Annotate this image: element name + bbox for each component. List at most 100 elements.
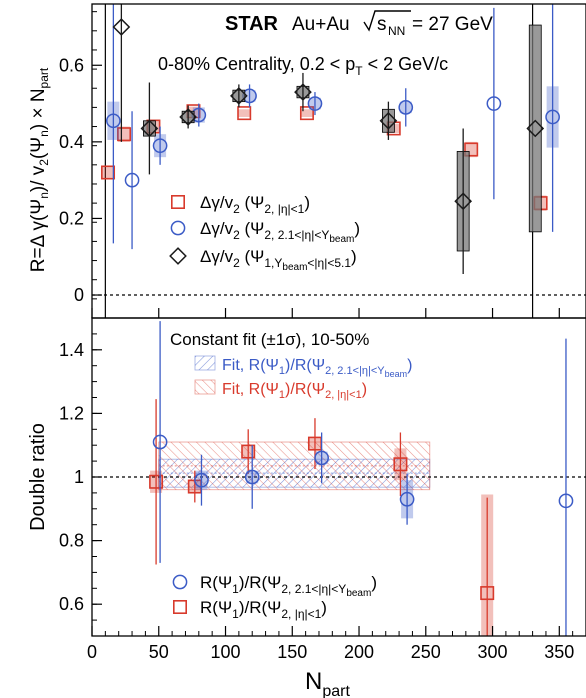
data-point <box>393 432 408 497</box>
diamond-marker <box>179 108 197 126</box>
diamond-marker <box>526 119 545 138</box>
legend-entry: Δγ/v2 (Ψ2, 2.1<|η|<Ybeam) <box>170 219 360 245</box>
fit-legend-entry: Fit, R(Ψ1)/R(Ψ2, |η|<1) <box>194 379 367 401</box>
data-point <box>314 432 329 484</box>
square-marker <box>237 106 252 121</box>
systematic-box <box>300 109 313 117</box>
diamond-marker <box>112 18 131 36</box>
x-axis: 0 50 100 150 200 250 300 350 <box>87 626 574 662</box>
energy-s: s <box>377 14 387 35</box>
diamond-marker <box>294 83 312 101</box>
square-legend-marker <box>173 599 188 614</box>
circle-marker <box>106 113 121 129</box>
data-point <box>480 494 495 636</box>
data-point <box>149 399 164 565</box>
data-point <box>106 4 121 244</box>
x-tick-label: 0 <box>87 642 97 662</box>
circle-legend-marker <box>170 220 186 236</box>
top-panel-frame <box>91 3 586 319</box>
y-tick-label: 0.6 <box>59 55 84 75</box>
data-point <box>152 126 168 165</box>
data-point <box>454 128 473 274</box>
diamond-marker <box>454 192 473 211</box>
legend-entry: R(Ψ1)/R(Ψ2, 2.1<|η|<Ybeam) <box>172 573 377 599</box>
bottom-panel: 0.6 0.8 1 1.2 1.4 0 50 100 150 200 250 300 350 Cons… <box>59 317 586 662</box>
data-point <box>486 7 502 200</box>
x-tick-label: 300 <box>478 642 508 662</box>
header-energy: s NN = 27 GeV <box>363 10 493 38</box>
data-point <box>545 4 560 232</box>
data-point <box>230 84 248 108</box>
data-point <box>307 92 323 116</box>
x-tick-label: 350 <box>544 642 574 662</box>
circle-legend-marker <box>172 574 188 590</box>
legend-entry: Δγ/v2 (Ψ1,Ybeam<|η|<5.1) <box>169 247 357 273</box>
fit-legend-swatch <box>194 355 216 371</box>
square-marker <box>241 444 256 459</box>
y-tick-label: 0 <box>74 285 84 305</box>
legend-label: Δγ/v2 (Ψ2, 2.1<|η|<Ybeam) <box>200 219 360 245</box>
x-tick-label: 50 <box>149 642 169 662</box>
circle-marker <box>152 138 168 154</box>
header-experiment: STAR <box>225 13 279 35</box>
x-axis-title: Npart <box>305 668 350 698</box>
circle-marker <box>124 172 140 188</box>
top-plot-area <box>92 4 586 318</box>
legend-label: Δγ/v2 (Ψ1,Ybeam<|η|<5.1) <box>200 247 357 273</box>
y-tick-label: 0.4 <box>59 132 84 152</box>
bottom-y-axis-title: Double ratio <box>27 423 49 531</box>
legend-label: R(Ψ1)/R(Ψ2, |η|<1) <box>200 598 327 621</box>
square-marker <box>117 127 132 142</box>
circle-marker <box>244 469 260 485</box>
data-point <box>124 111 140 250</box>
data-point <box>237 106 252 121</box>
fit-legend-label: Fit, R(Ψ1)/R(Ψ2, 2.1<|η|<Ybeam) <box>222 357 412 379</box>
header-system: Au+Au <box>292 14 350 35</box>
square-marker <box>299 106 314 121</box>
bottom-y-axis: 0.6 0.8 1 1.2 1.4 <box>59 333 102 621</box>
data-point <box>294 72 312 112</box>
y-tick-label: 0.6 <box>59 594 84 614</box>
y-tick-label: 1.2 <box>59 403 84 423</box>
top-panel: 0 0.2 0.4 0.6 STAR Au+Au s NN = 27 GeV 0-80… <box>59 3 586 319</box>
diamond-marker <box>379 111 398 130</box>
header-energy-eq: = 27 GeV <box>412 14 493 35</box>
circle-marker <box>545 109 560 125</box>
data-point <box>194 454 209 506</box>
bottom-legend: R(Ψ1)/R(Ψ2, 2.1<|η|<Ybeam)R(Ψ1)/R(Ψ2, |η… <box>172 573 377 621</box>
x-tick-label: 100 <box>210 642 240 662</box>
diamond-legend-marker <box>169 247 187 265</box>
data-point <box>112 4 131 142</box>
square-marker <box>464 142 479 157</box>
data-point <box>299 106 314 121</box>
systematic-box <box>238 109 251 117</box>
circle-marker <box>307 96 323 111</box>
y-tick-label: 0.8 <box>59 531 84 551</box>
circle-marker <box>398 100 414 115</box>
data-point <box>399 473 415 525</box>
header-centrality-text: 0-80% Centrality, 0.2 < pT < 2 GeV/c <box>158 54 448 78</box>
top-y-axis: 0 0.2 0.4 0.6 <box>59 11 560 318</box>
y-tick-label: 0.2 <box>59 208 84 228</box>
data-point <box>241 429 256 474</box>
top-legend: Δγ/v2 (Ψ2, |η|<1) Δγ/v2 (Ψ2, 2.1<|η|<Ybea… <box>169 193 360 273</box>
systematic-box <box>528 24 542 233</box>
circle-marker <box>558 493 574 509</box>
circle-marker <box>152 434 168 450</box>
x-tick-label: 200 <box>344 642 374 662</box>
systematic-box <box>102 165 115 180</box>
square-marker <box>393 457 408 472</box>
fit-title: Constant fit (±1σ), 10-50% <box>170 330 369 349</box>
fit-bands <box>158 441 431 491</box>
header-centrality: 0-80% Centrality, 0.2 < pT < 2 GeV/c <box>158 54 448 78</box>
header-energy-sub: NN <box>388 24 405 38</box>
chart-header: STAR Au+Au s NN = 27 GeV 0-80% Centralit… <box>158 10 493 78</box>
data-point <box>558 338 574 636</box>
top-y-axis-title: R=Δ γ(Ψn)/ v2(Ψn) × Npart <box>28 67 51 272</box>
x-tick-label: 250 <box>411 642 441 662</box>
data-point <box>398 88 414 127</box>
fit-legend-entry: Fit, R(Ψ1)/R(Ψ2, 2.1<|η|<Ybeam) <box>194 355 412 379</box>
data-point <box>140 82 159 175</box>
svg-text:Npart: Npart <box>305 668 350 698</box>
